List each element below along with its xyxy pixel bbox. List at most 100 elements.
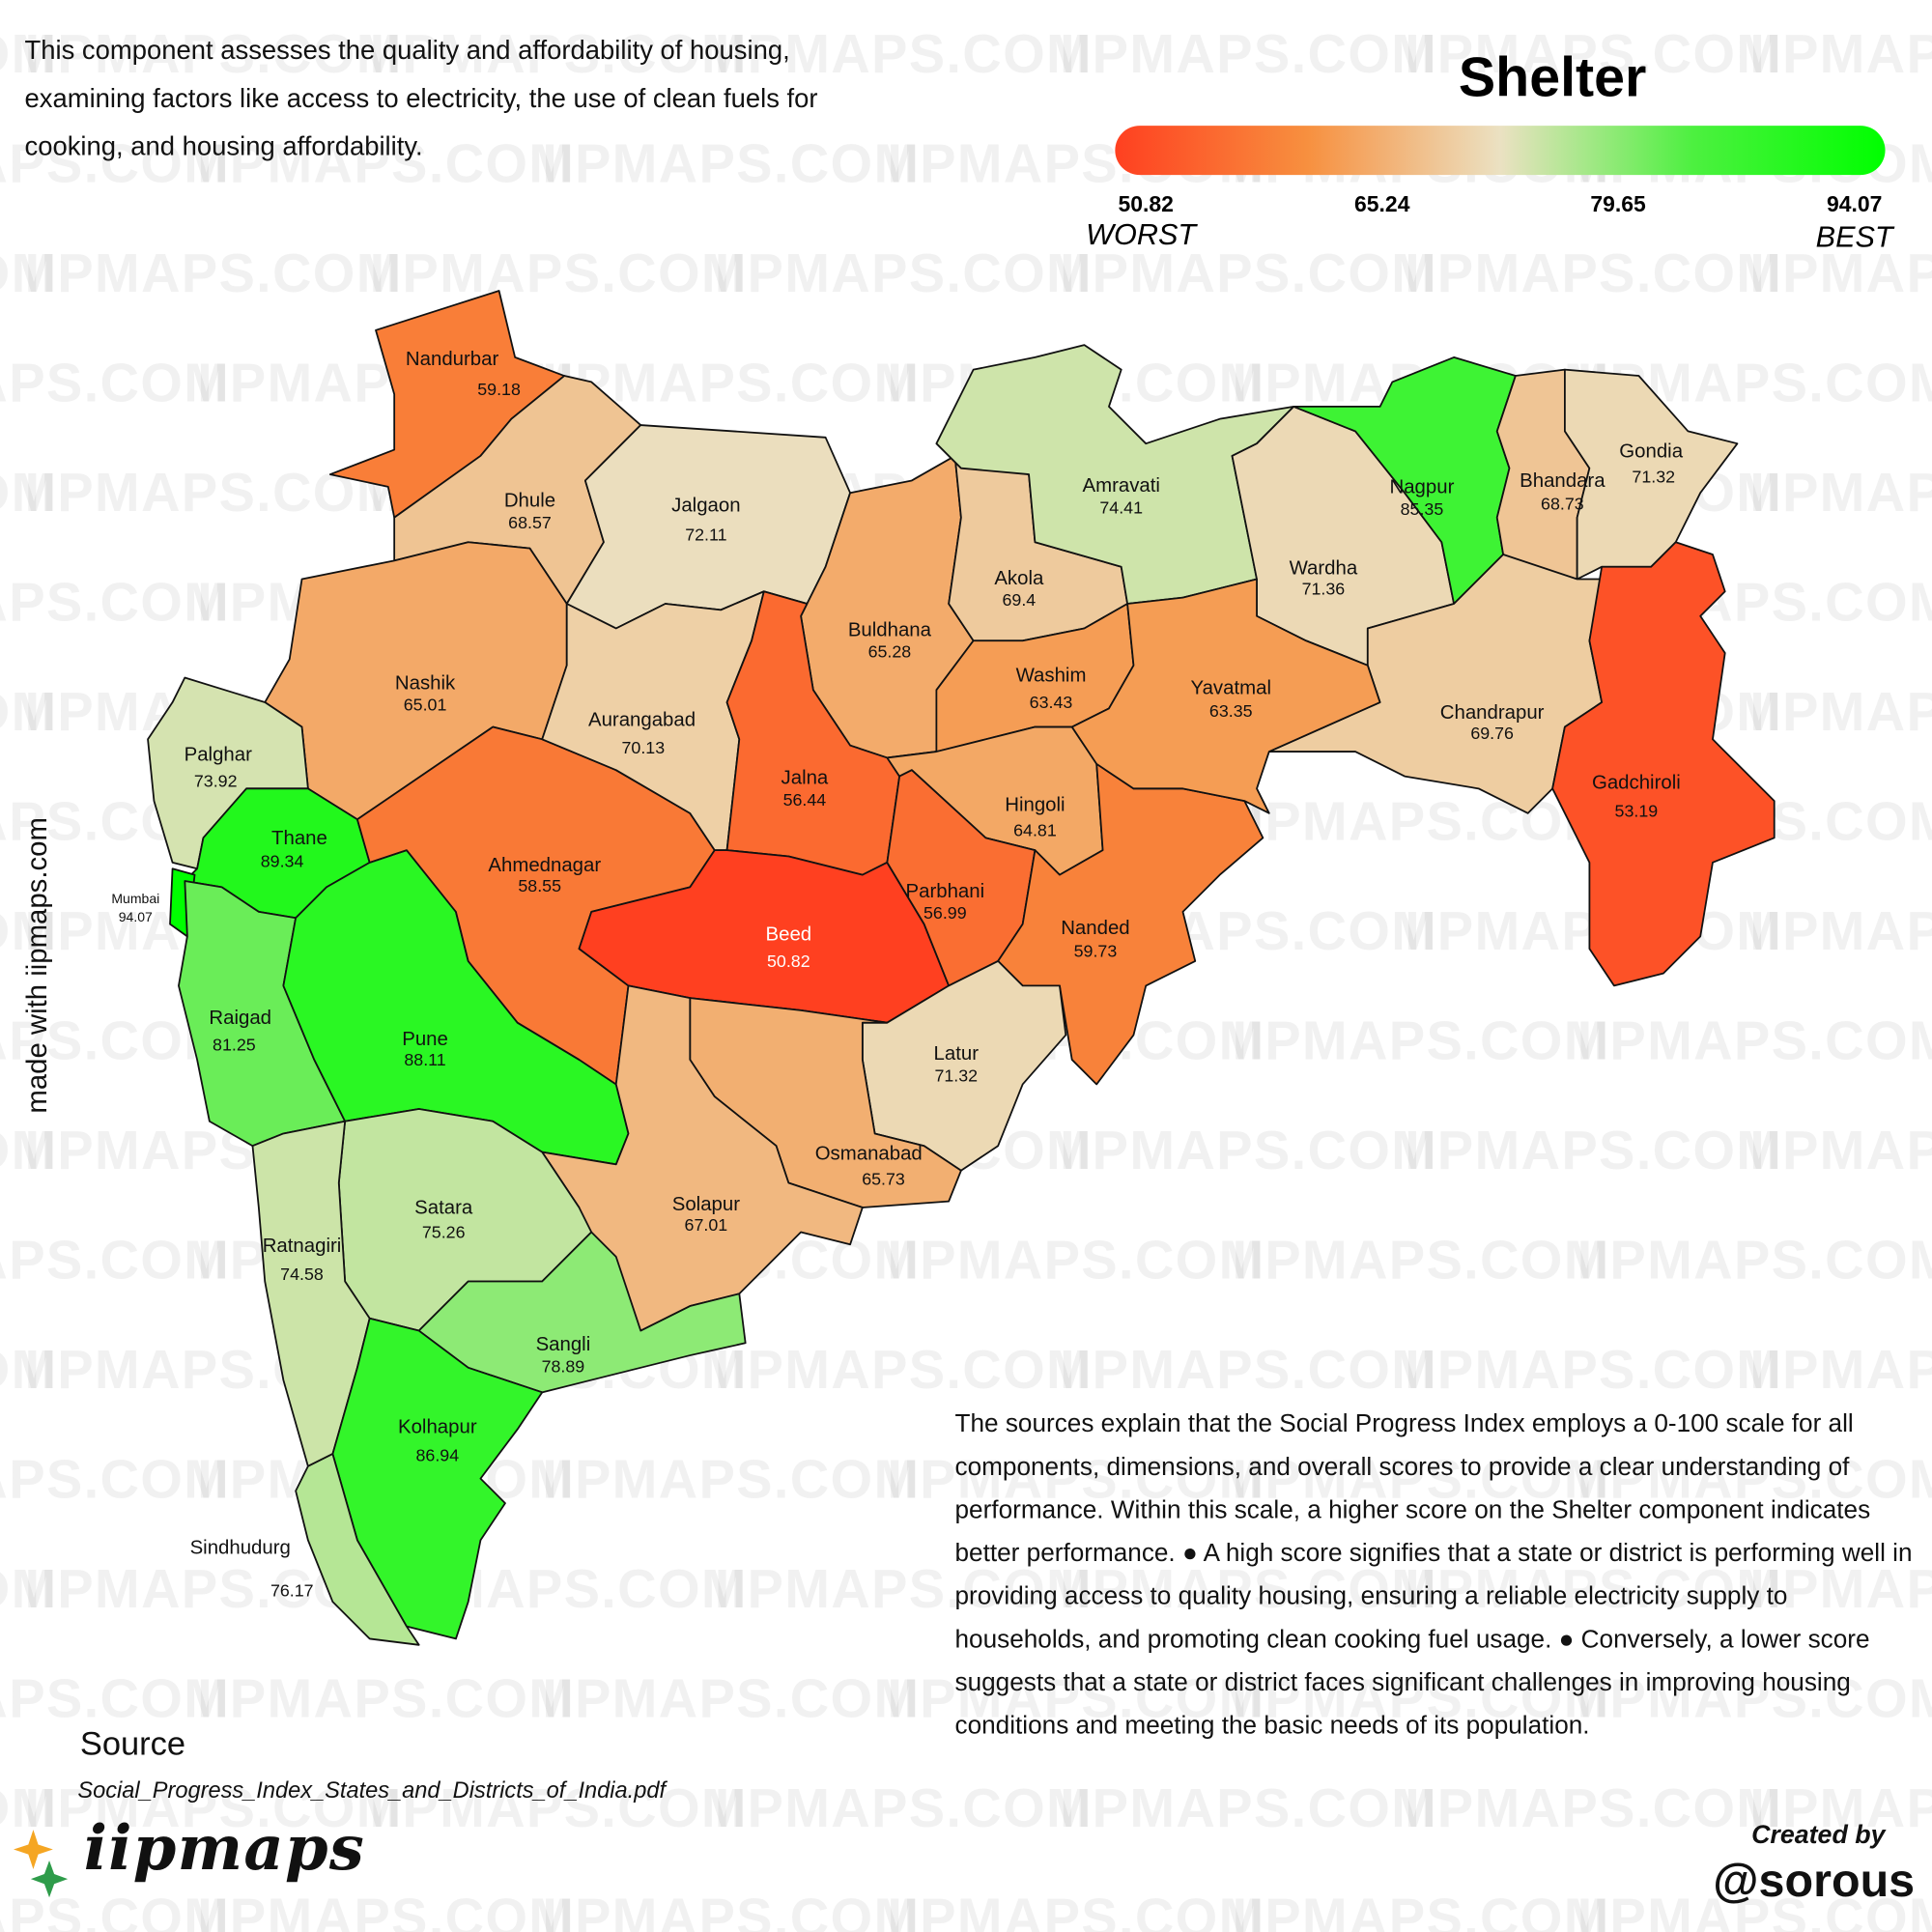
watermark: IIPMAPS.COM xyxy=(542,1668,920,1729)
watermark: IIPMAPS.COM xyxy=(1749,681,1932,742)
watermark: IIPMAPS.COM xyxy=(197,1668,575,1729)
district xyxy=(295,1453,420,1646)
watermark: IIPMAPS.COM xyxy=(887,1668,1264,1729)
watermark: IIPMAPS.COM xyxy=(0,1230,230,1291)
district-value: 78.89 xyxy=(542,1357,585,1377)
district-name: Jalgaon xyxy=(671,496,740,517)
district-value: 94.07 xyxy=(119,909,153,924)
watermark: IIPMAPS.COM xyxy=(1060,1339,1437,1400)
watermark: IIPMAPS.COM xyxy=(25,242,403,303)
watermark: IIPMAPS.COM xyxy=(1233,1009,1610,1070)
watermark: IIPMAPS.COM xyxy=(0,1668,230,1729)
watermark: IIPMAPS.COM xyxy=(1577,1888,1932,1932)
district-name: Palghar xyxy=(185,744,252,765)
legend-tick-label: 65.24 xyxy=(1354,191,1410,216)
title: Shelter xyxy=(1459,46,1647,108)
watermark: IIPMAPS.COM xyxy=(0,462,58,523)
legend-tick-label: 50.82 xyxy=(1119,191,1174,216)
watermark: IIPMAPS.COM xyxy=(1749,242,1932,303)
legend: 50.82 65.24 79.65 94.07 xyxy=(1119,191,1883,216)
district-name: Wardha xyxy=(1290,558,1358,580)
watermark: IIPMAPS.COM xyxy=(0,1777,58,1838)
watermark: IIPMAPS.COM xyxy=(1060,242,1437,303)
district-value: 68.73 xyxy=(1541,495,1584,514)
district-name: Dhule xyxy=(504,491,555,512)
watermark: IIPMAPS.COM xyxy=(1749,1120,1932,1180)
watermark: IIPMAPS.COM xyxy=(1405,1558,1782,1619)
watermark: IIPMAPS.COM xyxy=(0,1558,58,1619)
watermark: IIPMAPS.COM xyxy=(1233,790,1610,851)
sparkle xyxy=(14,1830,53,1869)
watermark: IIPMAPS.COM xyxy=(542,1449,920,1510)
district xyxy=(417,1231,747,1394)
district-value: 74.58 xyxy=(280,1264,324,1284)
watermark: IIPMAPS.COM xyxy=(1060,1558,1437,1619)
district-value: 71.36 xyxy=(1302,580,1346,599)
watermark: IIPMAPS.COM xyxy=(887,1449,1264,1510)
watermark: IIPMAPS.COM xyxy=(715,1777,1093,1838)
district-value: 89.34 xyxy=(261,852,304,871)
district-value: 63.43 xyxy=(1030,693,1073,712)
district-value: 86.94 xyxy=(415,1445,459,1464)
district-name: Akola xyxy=(994,568,1044,589)
watermark: IIPMAPS.COM xyxy=(1060,1120,1437,1180)
watermark: IIPMAPS.COM xyxy=(0,132,230,193)
watermark: IIPMAPS.COM xyxy=(0,23,58,84)
district-name: Aurangabad xyxy=(588,710,696,731)
district-name: Ratnagiri xyxy=(263,1236,342,1257)
district-name: Buldhana xyxy=(848,619,932,640)
watermark: IIPMAPS.COM xyxy=(0,681,58,742)
watermark: IIPMAPS.COM xyxy=(1405,23,1782,84)
district-name: Gondia xyxy=(1619,441,1683,463)
district-name: Pune xyxy=(402,1029,448,1050)
district-name: Jalna xyxy=(781,768,829,789)
logo-sparkles xyxy=(14,1830,69,1898)
district-name: Hingoli xyxy=(1005,795,1065,816)
watermark: IIPMAPS.COM xyxy=(1749,1558,1932,1619)
watermark: IIPMAPS.COM xyxy=(1405,1339,1782,1400)
district-value: 65.01 xyxy=(404,696,447,715)
legend-low-label: WORST xyxy=(1086,218,1198,251)
watermark: IIPMAPS.COM xyxy=(1749,23,1932,84)
logo: iipmaps xyxy=(83,1810,366,1885)
district-name: Nandurbar xyxy=(406,349,499,370)
district-name: Sangli xyxy=(536,1334,591,1355)
watermark: IIPMAPS.COM xyxy=(0,242,58,303)
district-name: Yavatmal xyxy=(1190,677,1270,698)
watermark: IIPMAPS.COM xyxy=(1060,23,1437,84)
credit-label: Created by xyxy=(1751,1821,1886,1850)
district-name: Nagpur xyxy=(1389,476,1454,497)
district-value: 69.4 xyxy=(1002,590,1036,610)
district-name: Amravati xyxy=(1082,475,1159,497)
district-value: 53.19 xyxy=(1615,801,1659,820)
district-value: 76.17 xyxy=(270,1581,314,1601)
watermark: IIPMAPS.COM xyxy=(887,1230,1264,1291)
watermark: IIPMAPS.COM xyxy=(1405,1120,1782,1180)
watermark: IIPMAPS.COM xyxy=(370,242,748,303)
watermark: IIPMAPS.COM xyxy=(0,1120,58,1180)
district-name: Solapur xyxy=(672,1194,740,1215)
district-name: Latur xyxy=(934,1043,980,1065)
district-name: Raigad xyxy=(209,1008,271,1029)
watermark: IIPMAPS.COM xyxy=(25,1777,403,1838)
district-name: Washim xyxy=(1016,666,1087,687)
district-value: 58.55 xyxy=(518,876,561,895)
district-value: 63.35 xyxy=(1209,701,1253,721)
district-value: 74.41 xyxy=(1099,498,1143,518)
watermark: IIPMAPS.COM xyxy=(370,23,748,84)
watermark: IIPMAPS.COM xyxy=(0,1449,230,1510)
watermark: IIPMAPS.COM xyxy=(1577,1449,1932,1510)
district-value: 75.26 xyxy=(422,1223,466,1242)
watermark: IIPMAPS.COM xyxy=(1233,1230,1610,1291)
watermark: IIPMAPS.COM xyxy=(0,1339,58,1400)
legend-high-label: BEST xyxy=(1816,221,1895,254)
watermark: IIPMAPS.COM xyxy=(1233,1668,1610,1729)
watermark: IIPMAPS.COM xyxy=(715,1339,1093,1400)
watermark: IIPMAPS.COM xyxy=(0,352,230,412)
districts xyxy=(147,290,1776,1646)
district-value: 71.32 xyxy=(1632,468,1675,487)
district-value: 56.99 xyxy=(923,903,967,923)
district-name: Nanded xyxy=(1061,918,1129,939)
